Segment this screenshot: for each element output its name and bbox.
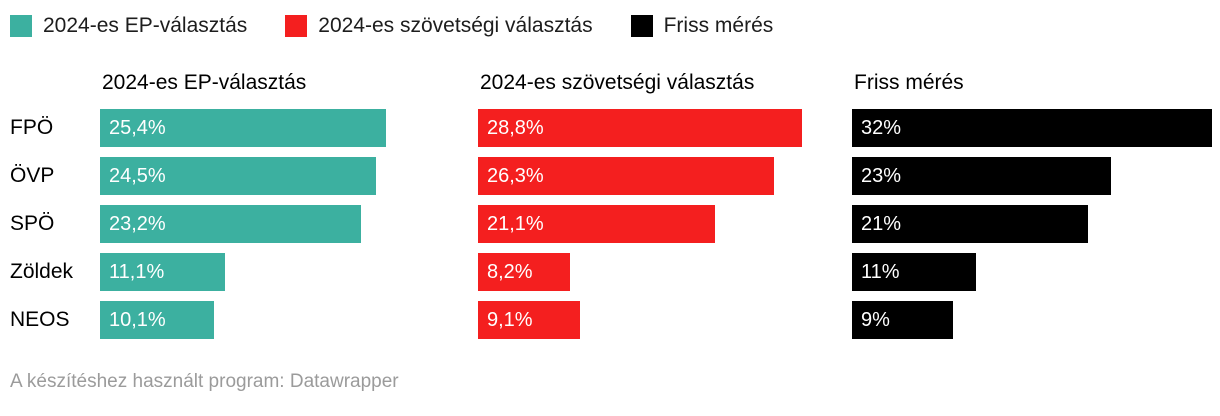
chart-row: ÖVP 24,5% 26,3% 23% [8,152,1212,200]
bar-track: 32% [852,109,1212,147]
bar-track: 25,4% [100,109,478,147]
chart-row: NEOS 10,1% 9,1% 9% [8,296,1212,344]
column-header-federal: 2024-es szövetségi választás [480,71,755,94]
bar: 25,4% [100,109,386,147]
value-label: 32% [861,116,902,139]
bar: 9,1% [478,301,580,339]
chart-rows: FPÖ 25,4% 28,8% 32% ÖVP 24,5% 26,3% 23% SPÖ 23,2%… [8,104,1212,344]
bar: 26,3% [478,157,774,195]
bar-track: 21,1% [478,205,852,243]
bar-track: 26,3% [478,157,852,195]
column-header-ep: 2024-es EP-választás [102,71,307,94]
value-label: 23,2% [109,212,166,235]
legend-swatch-ep [10,15,32,37]
category-label: FPÖ [10,116,54,139]
value-label: 21% [861,212,902,235]
bar-track: 28,8% [478,109,852,147]
legend-label-fresh: Friss mérés [663,14,774,37]
bar: 11,1% [100,253,225,291]
bar: 24,5% [100,157,376,195]
bar: 21% [852,205,1088,243]
bar-track: 21% [852,205,1212,243]
bar-track: 9,1% [478,301,852,339]
category-label: Zöldek [10,260,74,283]
bar: 21,1% [478,205,715,243]
bar-track: 10,1% [100,301,478,339]
value-label: 9,1% [487,308,533,331]
category-label: ÖVP [10,164,55,187]
value-label: 8,2% [487,260,533,283]
attribution-text: A készítéshez használt program: Datawrap… [10,371,399,392]
legend-item-ep: 2024-es EP-választás [10,14,247,38]
value-label: 25,4% [109,116,166,139]
bar-track: 11,1% [100,253,478,291]
value-label: 11% [861,260,900,283]
chart-page: 2024-es EP-választás 2024-es szövetségi … [8,10,1212,392]
legend-swatch-fresh [630,15,653,37]
bar: 32% [852,109,1212,147]
value-label: 24,5% [109,164,166,187]
value-label: 23% [861,164,902,187]
bar-track: 9% [852,301,1212,339]
bar: 8,2% [478,253,570,291]
legend-label-federal: 2024-es szövetségi választás [318,14,593,37]
bar: 23% [852,157,1111,195]
value-label: 9% [861,308,890,331]
legend-label-ep: 2024-es EP-választás [43,14,248,37]
legend-item-federal: 2024-es szövetségi választás [285,14,593,38]
bar: 28,8% [478,109,802,147]
legend-item-fresh: Friss mérés [630,14,774,38]
bar: 9% [852,301,953,339]
value-label: 21,1% [487,212,544,235]
column-header-fresh: Friss mérés [854,71,964,94]
value-label: 10,1% [109,308,166,331]
bar: 10,1% [100,301,214,339]
legend: 2024-es EP-választás 2024-es szövetségi … [8,10,1212,38]
value-label: 28,8% [487,116,544,139]
bar-track: 8,2% [478,253,852,291]
column-headers: 2024-es EP-választás 2024-es szövetségi … [8,68,1212,98]
legend-swatch-federal [285,15,308,37]
value-label: 26,3% [487,164,544,187]
value-label: 11,1% [109,260,165,283]
chart-row: Zöldek 11,1% 8,2% 11% [8,248,1212,296]
chart-row: FPÖ 25,4% 28,8% 32% [8,104,1212,152]
chart-row: SPÖ 23,2% 21,1% 21% [8,200,1212,248]
bar-track: 23% [852,157,1212,195]
bar-track: 23,2% [100,205,478,243]
category-label: SPÖ [10,212,55,235]
bar-track: 11% [852,253,1212,291]
bar: 11% [852,253,976,291]
bar-track: 24,5% [100,157,478,195]
bar: 23,2% [100,205,361,243]
category-label: NEOS [10,308,70,331]
